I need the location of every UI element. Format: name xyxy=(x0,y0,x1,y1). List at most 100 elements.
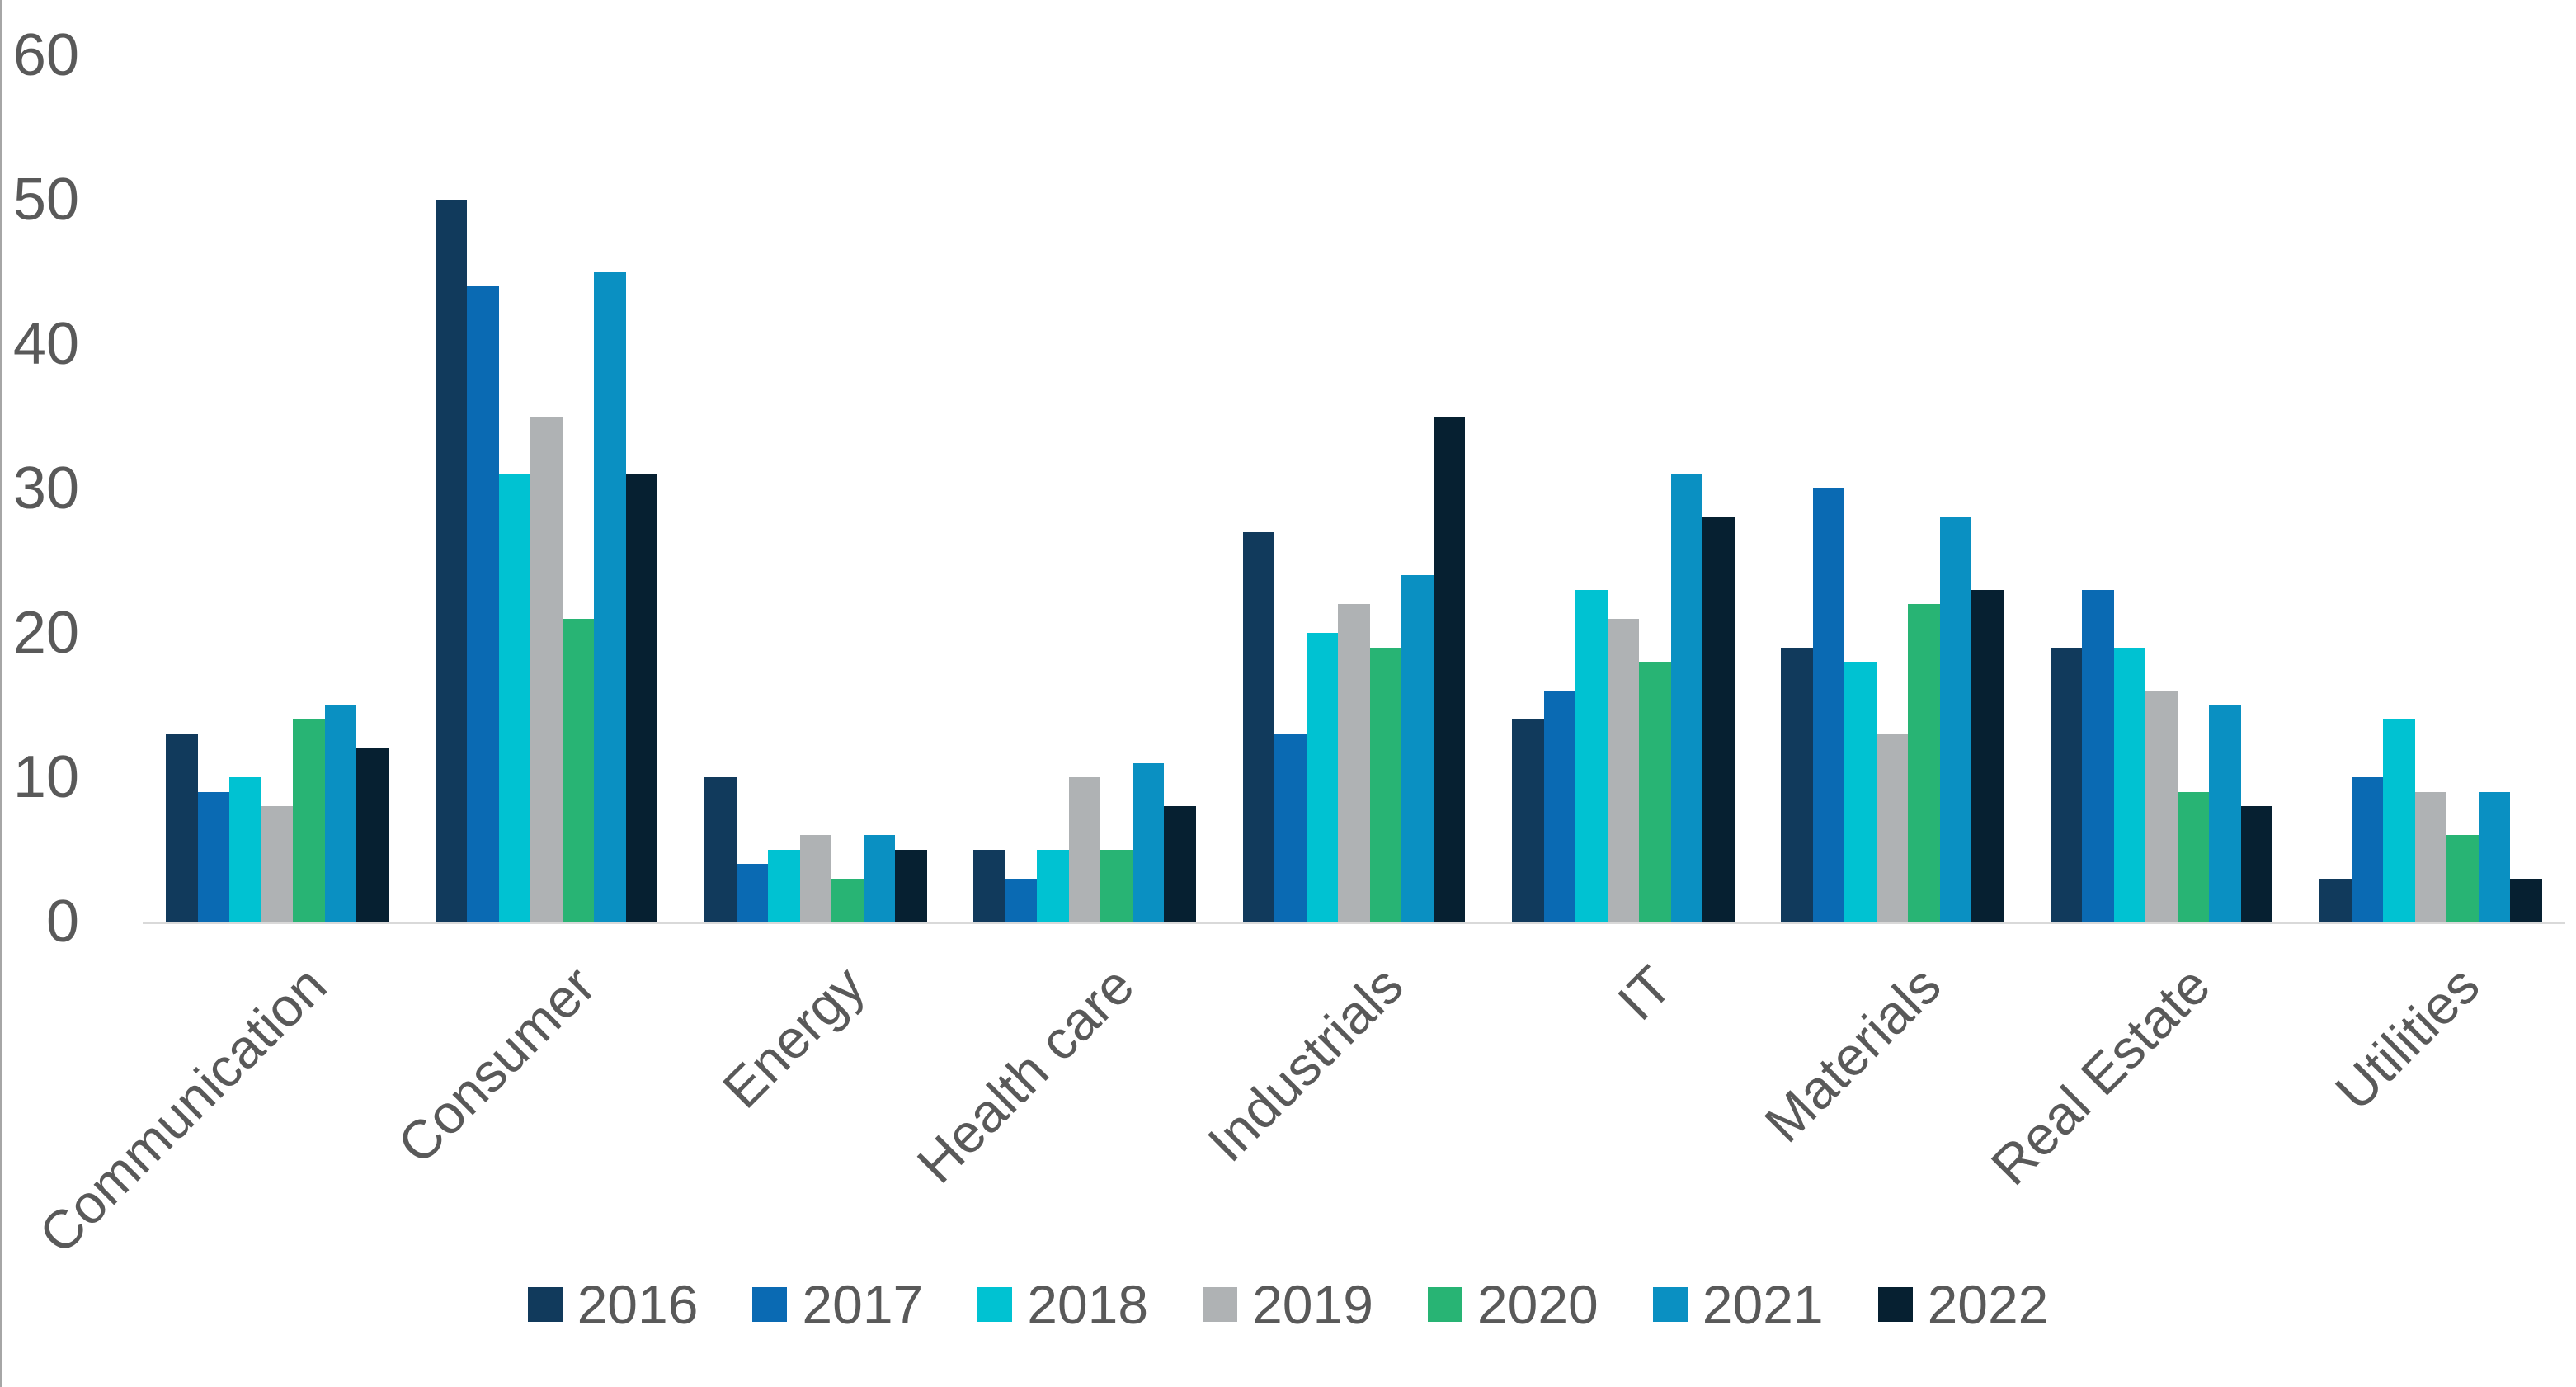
bar-it-2017 xyxy=(1543,691,1576,922)
y-tick-label: 30 xyxy=(12,455,79,521)
bar-real-estate-2018 xyxy=(2113,647,2146,922)
bar-real-estate-2016 xyxy=(2050,647,2083,922)
bar-energy-2016 xyxy=(704,777,737,922)
y-tick-label: 40 xyxy=(12,311,79,377)
category-label-health-care: Health care xyxy=(905,954,1146,1195)
y-tick-label: 0 xyxy=(45,889,79,955)
category-label-it: IT xyxy=(1605,954,1684,1032)
legend-swatch-2017 xyxy=(752,1287,788,1322)
legend-swatch-2020 xyxy=(1427,1287,1462,1322)
category-label-real-estate: Real Estate xyxy=(1979,954,2222,1197)
bar-real-estate-2021 xyxy=(2209,705,2241,922)
bar-consumer-2021 xyxy=(594,271,626,922)
bar-materials-2020 xyxy=(1908,604,1940,922)
legend-label-2017: 2017 xyxy=(802,1274,924,1335)
bar-materials-2021 xyxy=(1939,517,1972,922)
bar-energy-2018 xyxy=(768,849,800,922)
bar-it-2019 xyxy=(1607,618,1640,922)
y-tick-label: 50 xyxy=(12,167,79,233)
bar-consumer-2018 xyxy=(498,474,531,922)
bar-utilities-2018 xyxy=(2383,719,2415,922)
bar-health-care-2019 xyxy=(1068,777,1101,922)
bar-industrials-2019 xyxy=(1338,604,1370,922)
bar-utilities-2019 xyxy=(2414,791,2447,922)
legend-swatch-2016 xyxy=(527,1287,563,1322)
bar-consumer-2020 xyxy=(562,618,595,922)
x-axis-line xyxy=(143,922,2565,924)
bar-it-2018 xyxy=(1575,589,1608,922)
bar-communication-2016 xyxy=(166,734,198,922)
bar-industrials-2016 xyxy=(1242,531,1275,922)
legend-swatch-2021 xyxy=(1652,1287,1688,1322)
legend-item-2016: 2016 xyxy=(527,1277,698,1332)
y-tick-label: 20 xyxy=(12,600,79,666)
bar-industrials-2022 xyxy=(1433,416,1466,922)
bar-it-2020 xyxy=(1639,662,1671,922)
bar-communication-2022 xyxy=(356,748,389,922)
bar-consumer-2017 xyxy=(467,286,499,922)
legend-label-2020: 2020 xyxy=(1476,1274,1599,1335)
legend-item-2019: 2019 xyxy=(1203,1277,1373,1332)
legend-item-2018: 2018 xyxy=(977,1277,1148,1332)
y-tick-label: 60 xyxy=(12,22,79,88)
legend-label-2019: 2019 xyxy=(1252,1274,1373,1335)
bar-health-care-2018 xyxy=(1037,849,1069,922)
bar-communication-2021 xyxy=(324,705,357,922)
bar-health-care-2022 xyxy=(1164,806,1196,922)
category-label-energy: Energy xyxy=(710,954,876,1120)
bar-communication-2018 xyxy=(229,777,261,922)
bar-consumer-2022 xyxy=(625,474,658,922)
category-label-consumer: Consumer xyxy=(385,954,607,1176)
bar-industrials-2017 xyxy=(1274,734,1307,922)
bar-real-estate-2020 xyxy=(2177,791,2210,922)
bar-industrials-2018 xyxy=(1306,633,1339,922)
category-label-industrials: Industrials xyxy=(1195,954,1415,1173)
legend-item-2017: 2017 xyxy=(752,1277,923,1332)
category-label-communication: Communication xyxy=(26,954,338,1266)
bar-communication-2020 xyxy=(293,719,325,922)
legend-label-2022: 2022 xyxy=(1927,1274,2049,1335)
bar-utilities-2020 xyxy=(2446,835,2479,922)
bar-energy-2020 xyxy=(831,878,864,922)
bar-materials-2016 xyxy=(1781,647,1813,922)
legend-label-2018: 2018 xyxy=(1027,1274,1149,1335)
bar-health-care-2017 xyxy=(1005,878,1038,922)
bar-utilities-2022 xyxy=(2510,878,2542,922)
legend-item-2022: 2022 xyxy=(1877,1274,2049,1335)
bar-communication-2019 xyxy=(261,806,294,922)
legend: 2016 2017 2018 2019 2020 2021 2022 xyxy=(0,1277,2576,1332)
bar-it-2021 xyxy=(1670,474,1703,922)
legend-swatch-2018 xyxy=(977,1287,1013,1322)
legend-swatch-2022 xyxy=(1877,1287,1913,1322)
bar-health-care-2016 xyxy=(973,849,1005,922)
bar-industrials-2021 xyxy=(1401,575,1434,922)
bar-materials-2022 xyxy=(1971,589,2004,922)
bar-materials-2017 xyxy=(1812,488,1845,922)
bar-real-estate-2022 xyxy=(2240,806,2273,922)
bar-materials-2018 xyxy=(1844,662,1877,922)
legend-label-2021: 2021 xyxy=(1702,1274,1824,1335)
y-tick-label: 10 xyxy=(12,744,79,810)
bar-consumer-2019 xyxy=(530,416,563,922)
bar-consumer-2016 xyxy=(435,200,468,922)
bar-it-2022 xyxy=(1702,517,1735,922)
bar-industrials-2020 xyxy=(1369,647,1402,922)
bar-energy-2019 xyxy=(799,835,832,922)
bar-energy-2017 xyxy=(736,864,769,922)
left-edge-line xyxy=(0,0,2,1387)
legend-item-2020: 2020 xyxy=(1427,1274,1599,1335)
bar-communication-2017 xyxy=(197,791,230,922)
bar-materials-2019 xyxy=(1876,734,1909,922)
bar-utilities-2017 xyxy=(2351,777,2384,922)
bar-energy-2021 xyxy=(863,835,896,922)
bar-it-2016 xyxy=(1512,719,1544,922)
category-label-materials: Materials xyxy=(1753,954,1953,1154)
bar-health-care-2020 xyxy=(1100,849,1133,922)
bar-real-estate-2017 xyxy=(2082,589,2114,922)
bar-health-care-2021 xyxy=(1132,762,1165,922)
bar-utilities-2016 xyxy=(2319,878,2352,922)
category-label-utilities: Utilities xyxy=(2324,954,2491,1122)
legend-swatch-2019 xyxy=(1203,1287,1238,1322)
